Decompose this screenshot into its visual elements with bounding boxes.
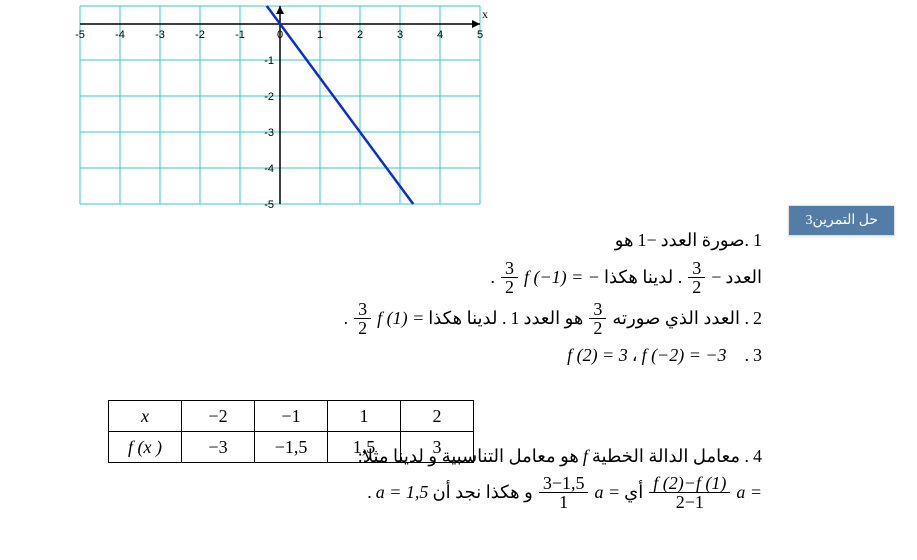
td: −1,5 (255, 432, 328, 463)
q2-one: 1 (510, 304, 519, 333)
q4-formula1-num: f (2)−f (1) (649, 474, 730, 493)
td: 3 (401, 432, 474, 463)
td: 1,5 (328, 432, 401, 463)
q4-text-a: . معامل الدالة الخطية (592, 442, 749, 471)
svg-text:-2: -2 (195, 29, 205, 41)
svg-text:-5: -5 (75, 29, 85, 41)
q2-text-c: . لدينا هكذا (428, 304, 506, 333)
q4-formula1-lhs: a = (736, 478, 762, 507)
svg-text:-1: -1 (264, 55, 274, 67)
q1-line1: 1 .صورة العدد 1− هو (55, 226, 762, 255)
q1-minus1: 1− (638, 226, 657, 255)
solution-content: 1 .صورة العدد 1− هو العدد − 3 2 . لدينا … (55, 222, 762, 515)
q1-formula-lhs: f (−1) = − (524, 263, 600, 292)
q2-formula-frac: 3 2 (354, 300, 371, 337)
svg-text:-4: -4 (115, 29, 125, 41)
td: −1 (255, 401, 328, 432)
q2-line: 2 . العدد الذي صورته 3 2 هو العدد 1 . لد… (55, 300, 762, 337)
table-row: f (x ) −3 −1,5 1,5 3 (109, 432, 474, 463)
q3-sep: ، (632, 341, 638, 370)
q4-dot: . (367, 478, 372, 507)
th-x: x (109, 401, 182, 432)
graph-svg: x -5 -4 -3 -2 -1 0 1 2 3 4 5 -5 -4 -3 -2 -1 (68, 0, 488, 210)
values-table-container: x −2 −1 1 2 f (x ) −3 −1,5 1,5 3 (108, 400, 474, 463)
q1-formula-frac: 3 2 (501, 259, 518, 296)
q4-formula2-num: 3−1,5 (539, 474, 589, 493)
q2-num: 2 (753, 304, 762, 333)
td: 1 (328, 401, 401, 432)
graph-panel: x -5 -4 -3 -2 -1 0 1 2 3 4 5 -5 -4 -3 -2 -1 (68, 0, 488, 210)
q1-text-b: هو (615, 226, 634, 255)
svg-text:-5: -5 (264, 199, 274, 210)
q1-frac1: 3 2 (688, 259, 705, 296)
td: 2 (401, 401, 474, 432)
svg-text:1: 1 (317, 29, 323, 41)
svg-text:-3: -3 (155, 29, 165, 41)
q3-formula-a: f (−2) = −3 (642, 341, 727, 370)
badge-text: حل التمرين3 (805, 213, 878, 228)
q4-f: f (583, 442, 588, 471)
q4-formula3: a = 1,5 (376, 478, 429, 507)
q4-line2: a = f (2)−f (1) 2−1 أي a = 3−1,5 1 و هكذ… (55, 474, 762, 511)
q2-text-a: . العدد الذي صورته (612, 304, 749, 333)
svg-text:0: 0 (277, 29, 283, 41)
q4-text-d: و هكذا نجد أن (432, 478, 532, 507)
q2-frac-num: 3 (589, 300, 606, 319)
svg-text:3: 3 (397, 29, 403, 41)
values-table: x −2 −1 1 2 f (x ) −3 −1,5 1,5 3 (108, 400, 474, 463)
q1-frac1-num: 3 (688, 259, 705, 278)
svg-text:-3: -3 (264, 127, 274, 139)
q4-formula2-lhs: a = (594, 478, 620, 507)
th-fx: f (x ) (109, 432, 182, 463)
q1-frac1-den: 2 (688, 278, 705, 296)
q4-text-c: أي (624, 478, 643, 507)
table-row: x −2 −1 1 2 (109, 401, 474, 432)
q4-formula2-den: 1 (539, 493, 589, 511)
td: −3 (182, 432, 255, 463)
q2-formula-den: 2 (354, 319, 371, 337)
q1-text-d: . لدينا هكذا (604, 263, 682, 292)
q2-formula-num: 3 (354, 300, 371, 319)
q4-formula2-frac: 3−1,5 1 (539, 474, 589, 511)
q2-text-b: هو العدد (523, 304, 583, 333)
svg-text:4: 4 (437, 29, 443, 41)
q3-line: 3 . f (−2) = −3 ، f (2) = 3 (55, 341, 762, 370)
exercise-badge: حل التمرين3 (788, 205, 895, 236)
svg-text:-4: -4 (264, 163, 274, 175)
svg-text:5: 5 (477, 29, 483, 41)
q1-text-c: العدد (725, 263, 762, 292)
svg-text:-1: -1 (235, 29, 245, 41)
q1-formula-num: 3 (501, 259, 518, 278)
q2-frac-den: 2 (589, 319, 606, 337)
q3-dot: . (745, 341, 750, 370)
svg-text:2: 2 (357, 29, 363, 41)
svg-text:x: x (482, 7, 488, 21)
q1-dot: . (491, 263, 496, 292)
q3-formula-b: f (2) = 3 (567, 341, 628, 370)
q1-neg: − (711, 263, 721, 292)
q2-frac: 3 2 (589, 300, 606, 337)
q4-formula1-frac: f (2)−f (1) 2−1 (649, 474, 730, 511)
svg-text:-2: -2 (264, 91, 274, 103)
td: −2 (182, 401, 255, 432)
q3-num: 3 (753, 341, 762, 370)
q4-formula1-den: 2−1 (649, 493, 730, 511)
q1-line2: العدد − 3 2 . لدينا هكذا f (−1) = − 3 2 … (55, 259, 762, 296)
q2-formula-lhs: f (1) = (377, 304, 424, 333)
q1-text-a: .صورة العدد (661, 226, 749, 255)
q1-num: 1 (753, 226, 762, 255)
q2-dot: . (344, 304, 349, 333)
q1-formula-den: 2 (501, 278, 518, 296)
q4-num: 4 (753, 442, 762, 471)
